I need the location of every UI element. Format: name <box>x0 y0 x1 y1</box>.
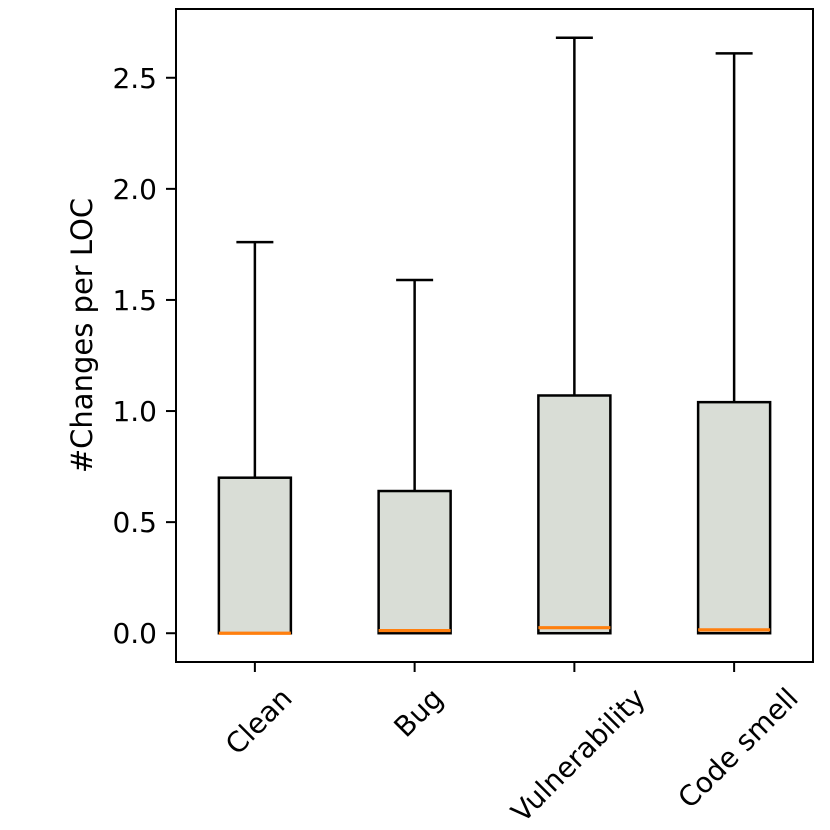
box-code-smell <box>696 400 772 635</box>
boxes-group <box>217 36 772 635</box>
x-axis-ticks-group: Clean Bug Vulnerability Code smell <box>219 663 805 829</box>
y-tick-label: 2.0 <box>112 173 157 206</box>
y-tick-label: 1.5 <box>112 284 157 317</box>
box-bug <box>377 489 452 635</box>
y-tick-label: 2.5 <box>112 62 157 95</box>
plot-frame <box>175 8 814 663</box>
y-axis-ticks-group: 0.0 0.5 1.0 1.5 2.0 2.5 <box>112 62 175 650</box>
x-tick-label-vulnerability: Vulnerability <box>505 682 652 829</box>
x-tick-label-code-smell: Code smell <box>672 682 805 815</box>
x-tick-label-bug: Bug <box>388 682 450 744</box>
y-tick-label: 0.0 <box>112 617 157 650</box>
y-tick-label: 1.0 <box>112 395 157 428</box>
y-axis-label: #Changes per LOC <box>65 198 99 473</box>
y-tick-label: 0.5 <box>112 506 157 539</box>
x-tick-label-clean: Clean <box>219 682 299 762</box>
box-vulnerability <box>537 394 612 635</box>
box-clean <box>217 476 293 635</box>
